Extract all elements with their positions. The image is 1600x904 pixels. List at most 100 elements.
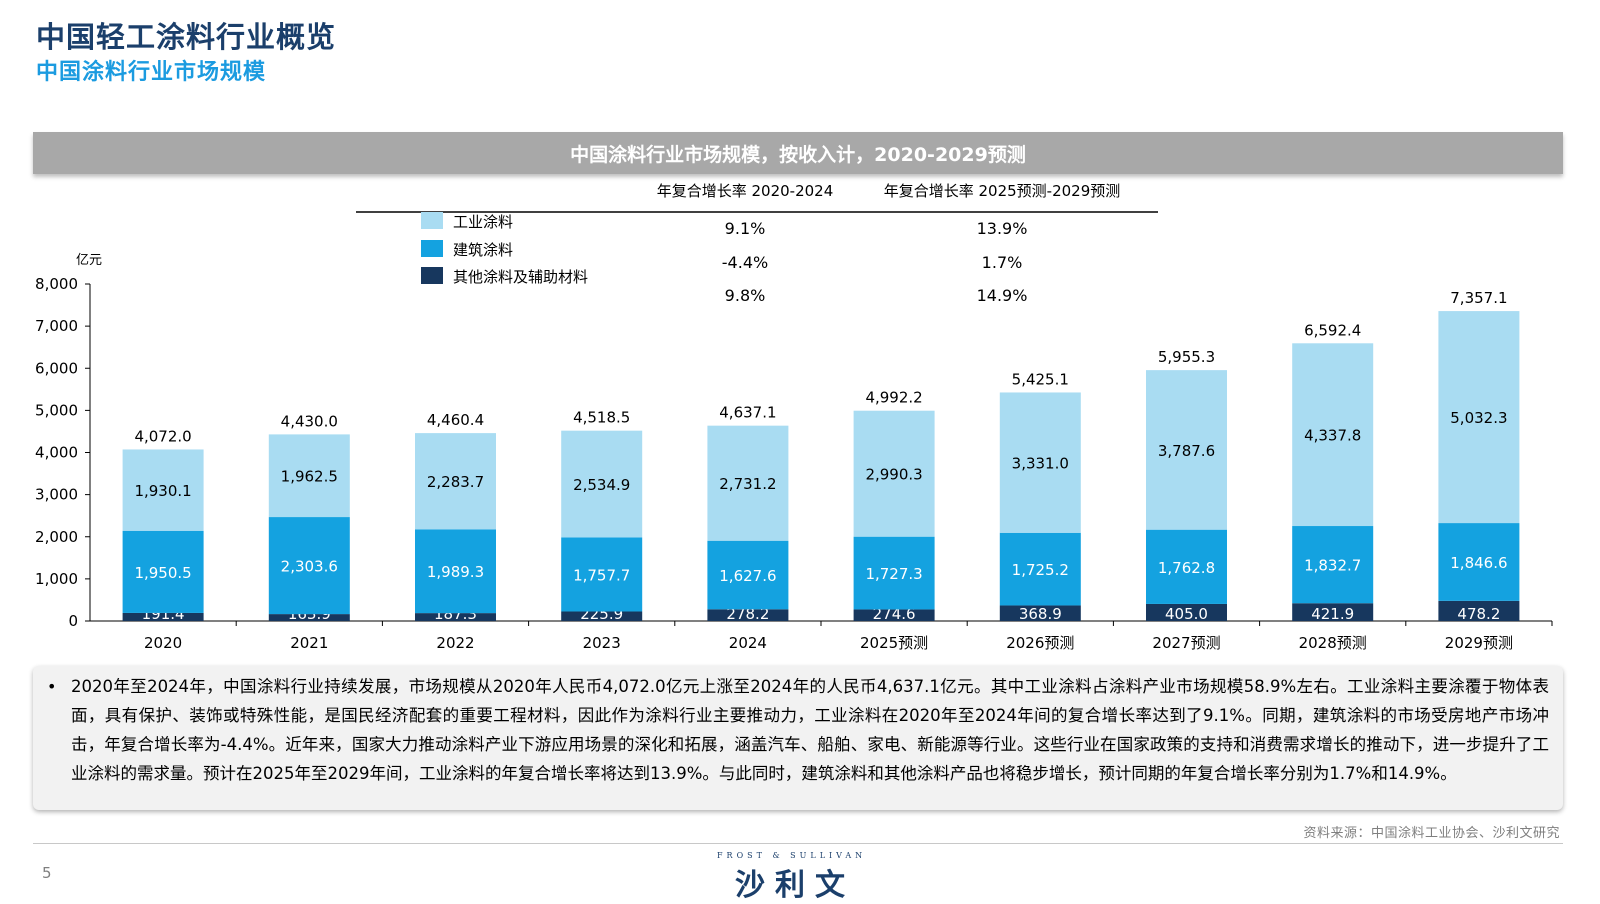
- bullet-marker: •: [47, 677, 57, 696]
- y-tick-label: 1,000: [35, 570, 78, 588]
- bar-segment: [707, 425, 789, 541]
- x-tick-label: 2026预测: [1006, 634, 1074, 652]
- bar-segment: [268, 517, 350, 615]
- page-title: 中国轻工涂料行业概览: [36, 20, 337, 54]
- bar-segment: [1146, 529, 1227, 604]
- legend-label: 工业涂料: [453, 213, 513, 231]
- bar-segment: [1438, 523, 1520, 601]
- y-axis-unit: 亿元: [76, 253, 102, 268]
- x-tick-label: 2024: [729, 634, 767, 652]
- page-subtitle: 中国涂料行业市场规模: [36, 59, 267, 85]
- page-number: 5: [42, 864, 52, 882]
- bar-segment: [415, 529, 496, 614]
- bar-segment: [561, 537, 643, 612]
- total-label: 5,425.1: [1012, 370, 1069, 388]
- data-label: 1,930.1: [134, 482, 191, 500]
- legend-label: 其他涂料及辅助材料: [453, 268, 588, 286]
- y-tick-label: 6,000: [35, 359, 78, 377]
- y-tick-label: 5,000: [35, 401, 78, 419]
- x-tick-label: 2020: [144, 634, 182, 652]
- x-tick-label: 2029预测: [1445, 634, 1513, 652]
- data-label: 3,331.0: [1012, 455, 1069, 473]
- bar-segment: [122, 530, 204, 613]
- y-tick-label: 3,000: [35, 486, 78, 504]
- bar-segment: [268, 434, 350, 518]
- bar-segment: [415, 433, 496, 530]
- bar-segment: [999, 392, 1081, 533]
- chart-title: 中国涂料行业市场规模，按收入计，2020-2029预测: [33, 132, 1563, 174]
- bar-segment: [853, 609, 935, 621]
- data-label: 1,962.5: [281, 468, 338, 486]
- cagr-header: 年复合增长率 2025预测-2029预测: [884, 182, 1121, 200]
- cagr-value: 1.7%: [982, 253, 1023, 272]
- total-label: 5,955.3: [1158, 348, 1215, 366]
- data-label: 405.0: [1165, 605, 1208, 623]
- y-tick-label: 4,000: [35, 444, 78, 462]
- bar-segment: [1146, 370, 1227, 530]
- bar-segment: [122, 612, 204, 621]
- data-label: 274.6: [873, 605, 916, 623]
- bar-segment: [707, 540, 789, 610]
- data-label: 1,762.8: [1158, 559, 1215, 577]
- x-tick-label: 2022: [436, 634, 474, 652]
- legend-swatch: [421, 240, 443, 257]
- data-label: 2,990.3: [865, 466, 922, 484]
- x-tick-label: 2025预测: [860, 634, 928, 652]
- source-note: 资料来源：中国涂料工业协会、沙利文研究: [1303, 826, 1560, 841]
- footer-divider: [33, 843, 1563, 844]
- bar-segment: [999, 532, 1081, 606]
- data-label: 5,032.3: [1450, 409, 1507, 427]
- data-label: 2,534.9: [573, 476, 630, 494]
- legend-label: 建筑涂料: [453, 241, 513, 259]
- bar-segment: [1438, 600, 1520, 621]
- commentary-box: • 2020年至2024年，中国涂料行业持续发展，市场规模从2020年人民币4,…: [33, 666, 1563, 810]
- logo-chinese: 沙利文: [735, 868, 855, 903]
- data-label: 2,731.2: [719, 475, 776, 493]
- data-label: 368.9: [1019, 605, 1062, 623]
- data-label: 1,950.5: [134, 564, 191, 582]
- data-label: 1,846.6: [1450, 554, 1507, 572]
- total-label: 4,518.5: [573, 409, 630, 427]
- data-label: 421.9: [1311, 605, 1354, 623]
- total-label: 4,637.1: [719, 404, 776, 422]
- bar-segment: [1438, 311, 1520, 524]
- bar-segment: [1146, 603, 1227, 621]
- total-label: 4,460.4: [427, 411, 484, 429]
- total-label: 4,072.0: [134, 427, 191, 445]
- y-tick-label: 0: [68, 612, 78, 630]
- data-label: 4,337.8: [1304, 427, 1361, 445]
- total-label: 7,357.1: [1450, 289, 1507, 307]
- data-label: 1,832.7: [1304, 557, 1361, 575]
- cagr-value: 14.9%: [977, 286, 1028, 305]
- y-tick-label: 8,000: [35, 275, 78, 293]
- cagr-value: 9.8%: [725, 286, 766, 305]
- data-label: 1,725.2: [1012, 561, 1069, 579]
- bar-segment: [1292, 603, 1374, 621]
- bar-segment: [561, 430, 643, 538]
- x-tick-label: 2021: [290, 634, 328, 652]
- cagr-value: 13.9%: [977, 219, 1028, 238]
- data-label: 3,787.6: [1158, 442, 1215, 460]
- y-tick-label: 2,000: [35, 528, 78, 546]
- data-label: 1,989.3: [427, 563, 484, 581]
- bar-segment: [415, 613, 496, 621]
- stacked-bar-chart: 亿元 0 1,000 2,000 3,000 4,000 5,000 6,000 7,000 8,…: [35, 182, 1553, 652]
- x-tick-label: 2023: [583, 634, 621, 652]
- total-label: 4,992.2: [865, 389, 922, 407]
- data-label: 278.2: [726, 605, 769, 623]
- bar-segment: [999, 605, 1081, 621]
- data-label: 1,627.6: [719, 567, 776, 585]
- data-label: 2,283.7: [427, 473, 484, 491]
- data-label: 2,303.6: [281, 558, 338, 576]
- x-tick-label: 2028预测: [1299, 634, 1367, 652]
- bar-segment: [853, 536, 935, 610]
- legend-swatch: [421, 212, 443, 229]
- legend-swatch: [421, 267, 443, 284]
- total-label: 6,592.4: [1304, 321, 1361, 339]
- cagr-value: 9.1%: [725, 219, 766, 238]
- total-label: 4,430.0: [281, 412, 338, 430]
- bar-segment: [853, 410, 935, 537]
- bar-segment: [707, 609, 789, 621]
- bar-segment: [561, 611, 643, 621]
- cagr-header: 年复合增长率 2020-2024: [657, 182, 834, 200]
